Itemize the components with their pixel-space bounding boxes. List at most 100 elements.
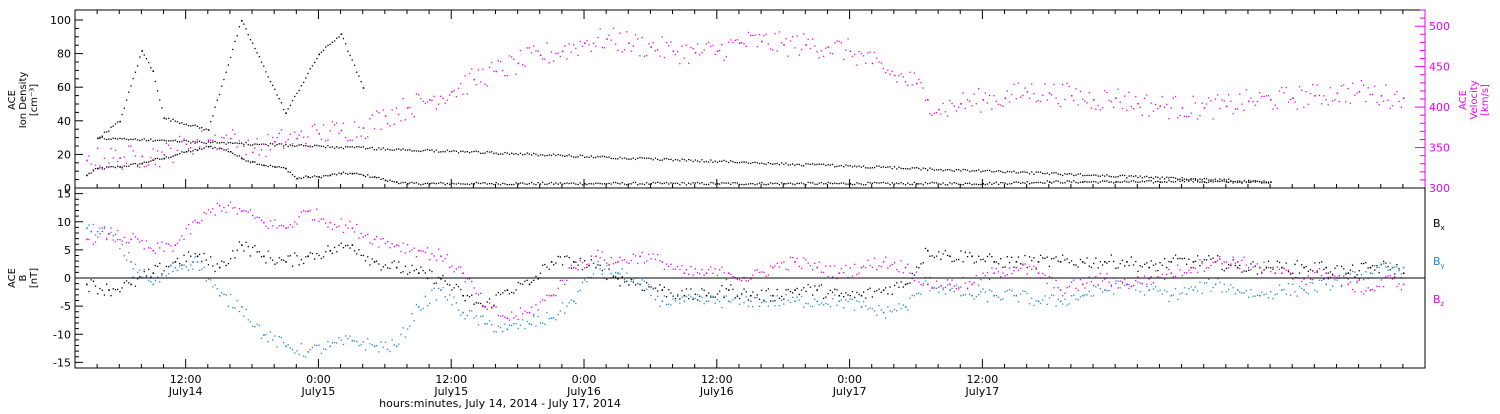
density-velocity-series-1-point — [539, 54, 542, 57]
imf-bz-series-point — [989, 278, 991, 281]
density-velocity-series-1-point — [756, 45, 758, 48]
imf-by-series-point — [460, 314, 462, 316]
imf-bx-series-point — [1188, 258, 1190, 260]
imf-bz-series-point — [170, 245, 172, 247]
density-velocity-series-0-point — [1159, 181, 1161, 183]
density-velocity-series-0-point — [1082, 181, 1084, 183]
imf-by-series-point — [420, 309, 422, 311]
density-velocity-series-0-point — [986, 183, 989, 185]
density-velocity-series-0-point — [1057, 180, 1059, 182]
imf-by-series-point — [1004, 291, 1006, 293]
imf-bz-series-point — [1254, 265, 1256, 267]
density-velocity-series-0-point — [119, 120, 121, 123]
imf-by-series-point — [964, 294, 966, 296]
density-velocity-series-0-point — [838, 165, 840, 167]
density-velocity-series-0-point — [792, 183, 794, 185]
imf-by-series-point — [670, 304, 672, 306]
imf-bx-series-point — [112, 288, 114, 290]
imf-by-series-point — [1400, 273, 1402, 275]
density-velocity-series-1-point — [860, 52, 862, 55]
imf-bz-series-point — [1365, 290, 1367, 292]
density-velocity-series-1-point — [260, 149, 263, 151]
imf-bz-series-point — [424, 251, 426, 254]
imf-bz-series-point — [1248, 267, 1250, 269]
imf-bz-series-point — [1179, 269, 1181, 271]
imf-bz-series-point — [632, 253, 634, 255]
imf-bx-series-point — [681, 290, 683, 292]
density-velocity-series-1-point — [871, 62, 874, 65]
imf-by-series-point — [145, 276, 148, 278]
imf-bx-series-point — [1157, 270, 1159, 272]
imf-bz-series-point — [1305, 283, 1307, 285]
density-velocity-series-1-point — [938, 108, 940, 111]
density-velocity-series-0-point — [544, 183, 546, 185]
density-velocity-series-0-point — [1077, 173, 1079, 175]
imf-bx-series-point — [1278, 261, 1281, 264]
imf-bx-series-point — [1090, 266, 1093, 268]
density-velocity-series-0-point — [904, 184, 907, 186]
density-velocity-series-0-point — [486, 183, 488, 185]
density-velocity-series-0-point — [349, 172, 351, 174]
density-velocity-series-0-point — [590, 155, 592, 157]
density-velocity-series-1-point — [1287, 101, 1290, 103]
imf-by-series-point — [696, 294, 699, 296]
density-velocity-series-1-point — [1219, 107, 1221, 110]
density-velocity-series-0-point — [1259, 180, 1261, 183]
imf-by-series-point — [568, 302, 570, 304]
imf-by-series-point — [1352, 270, 1354, 273]
density-velocity-series-1-point — [920, 82, 922, 84]
density-velocity-series-0-point — [223, 141, 225, 144]
imf-bz-series-point — [776, 262, 778, 264]
imf-bz-series-point — [223, 206, 225, 209]
density-velocity-series-0-point — [831, 183, 834, 185]
imf-by-series-point — [187, 269, 190, 271]
imf-bz-series-point — [1188, 269, 1190, 271]
imf-by-series-point — [1329, 289, 1332, 291]
imf-bz-series-point — [134, 236, 137, 238]
imf-bz-series-point — [438, 248, 440, 250]
density-velocity-series-0-point — [411, 150, 413, 152]
imf-bx-series-point — [477, 302, 480, 304]
imf-bx-series-point — [783, 298, 785, 300]
imf-bx-series-point — [1349, 269, 1352, 271]
imf-bz-series-point — [595, 255, 597, 258]
density-velocity-series-0-point — [1017, 181, 1020, 183]
imf-bz-series-point — [477, 294, 480, 296]
density-velocity-series-0-point — [1135, 175, 1137, 177]
imf-by-series-point — [1259, 294, 1261, 297]
imf-bz-series-point — [517, 318, 519, 321]
imf-bx-series-point — [196, 255, 199, 258]
imf-bz-series-point — [393, 246, 395, 248]
density-velocity-series-0-point — [333, 173, 336, 175]
density-velocity-series-1-point — [90, 163, 92, 165]
imf-bz-series-point — [708, 268, 710, 271]
density-velocity-series-0-point — [1075, 181, 1077, 184]
density-velocity-series-0-point — [942, 170, 944, 172]
imf-bx-series-point — [1314, 262, 1316, 264]
imf-bx-series-point — [544, 263, 546, 266]
imf-by-series-point — [1113, 293, 1115, 295]
density-velocity-series-1-point — [393, 123, 395, 125]
bottom-ylabel: ACE B [nT] — [7, 268, 40, 288]
imf-bz-series-point — [823, 271, 825, 274]
density-velocity-series-0-point — [610, 157, 612, 160]
imf-by-series-point — [1356, 282, 1358, 284]
density-velocity-series-1-point — [258, 154, 260, 156]
density-velocity-series-1-point — [873, 51, 876, 54]
density-velocity-series-1-point — [1347, 88, 1349, 90]
imf-bz-series-point — [1385, 276, 1387, 278]
density-velocity-series-0-point — [876, 165, 878, 167]
density-velocity-series-0-point — [869, 167, 871, 169]
density-velocity-series-0-point — [754, 161, 756, 163]
imf-bx-series-point — [862, 291, 865, 293]
density-velocity-series-0-point — [159, 139, 161, 141]
imf-by-series-point — [285, 345, 287, 348]
imf-bz-series-point — [586, 263, 588, 266]
imf-bz-series-point — [778, 266, 781, 268]
imf-bz-series-point — [938, 286, 940, 288]
density-velocity-series-0-point — [893, 166, 896, 168]
imf-bz-series-point — [1190, 272, 1192, 274]
imf-by-series-point — [1402, 266, 1405, 269]
density-velocity-series-0-point — [1223, 178, 1225, 180]
imf-bz-series-point — [260, 219, 263, 221]
